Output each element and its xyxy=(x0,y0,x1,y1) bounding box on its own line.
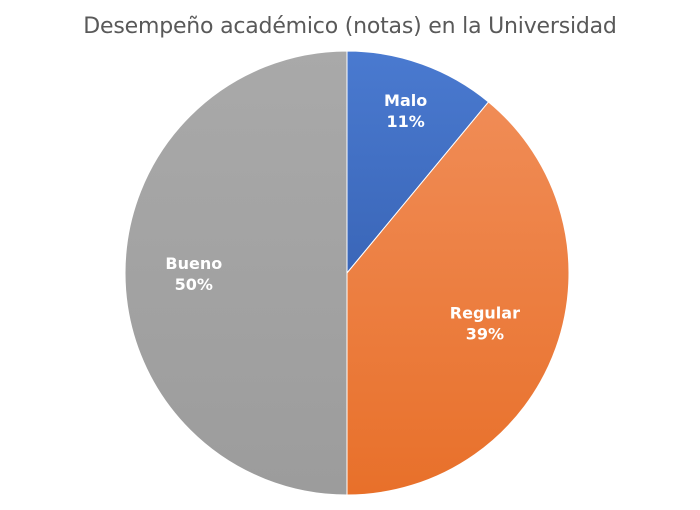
pie-labels: Malo 11% Regular 39% Bueno 50% xyxy=(165,91,520,344)
chart-title: Desempeño académico (notas) en la Univer… xyxy=(83,14,617,39)
pie-slice-bueno xyxy=(124,50,348,496)
slice-value-bueno: 50% xyxy=(175,275,213,294)
slice-label-malo: Malo xyxy=(384,91,427,110)
slice-label-regular: Regular xyxy=(450,304,520,323)
pie-slices xyxy=(124,50,570,496)
slice-value-malo: 11% xyxy=(387,112,425,131)
slice-value-regular: 39% xyxy=(466,325,504,344)
slice-label-bueno: Bueno xyxy=(165,254,222,273)
pie-slice-malo xyxy=(346,50,490,275)
pie-slice-regular xyxy=(346,101,570,496)
